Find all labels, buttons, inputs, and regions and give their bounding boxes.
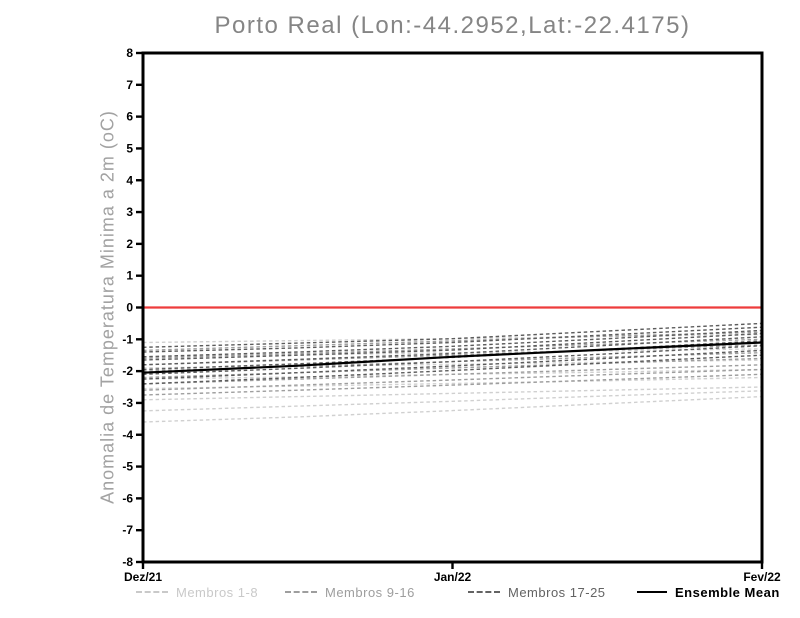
dashed-line-swatch-icon [468, 591, 500, 593]
legend-item-membros-9-16: Membros 9-16 [285, 584, 415, 600]
chart-title: Porto Real (Lon:-44.2952,Lat:-22.4175) [214, 12, 691, 39]
series-ensemble-mean [142, 341, 763, 374]
y-tick-label: 6 [126, 110, 133, 124]
series-membro-17 [142, 322, 763, 348]
legend-item-membros-1-8: Membros 1-8 [136, 584, 258, 600]
y-tick-label: 3 [126, 205, 133, 219]
series-membro-5 [142, 376, 763, 390]
series-membro-23 [142, 345, 763, 375]
series-membro-24 [142, 349, 763, 380]
y-tick-label: -6 [122, 491, 133, 505]
series-membro-6 [142, 386, 763, 401]
series-membro-9 [142, 331, 763, 352]
solid-line-swatch-icon [637, 591, 667, 593]
x-tick-label: Dez/21 [124, 570, 162, 584]
series-membro-7 [142, 390, 763, 412]
series-membro-3 [142, 359, 763, 369]
series-membro-19 [142, 329, 763, 358]
y-tick-label: -5 [122, 460, 133, 474]
y-tick-label: -8 [122, 555, 133, 569]
y-tick-label: -2 [122, 364, 133, 378]
series-membro-25 [142, 354, 763, 385]
legend-label: Membros 9-16 [325, 584, 415, 600]
series-membro-18 [142, 326, 763, 353]
legend-item-membros-17-25: Membros 17-25 [468, 584, 606, 600]
legend: Membros 1-8 Membros 9-16 Membros 17-25 E… [0, 584, 800, 602]
dashed-line-swatch-icon [285, 591, 317, 593]
y-tick-label: 0 [126, 301, 133, 315]
series-membro-8 [142, 395, 763, 423]
y-tick-label: -4 [122, 428, 133, 442]
x-tick-label: Fev/22 [743, 570, 781, 584]
y-tick-label: 7 [126, 78, 133, 92]
y-tick-label: -3 [122, 396, 133, 410]
x-tick-label: Jan/22 [434, 570, 472, 584]
y-tick-label: -7 [122, 523, 133, 537]
series-membro-15 [142, 368, 763, 391]
y-tick-label: 4 [126, 173, 133, 187]
legend-label: Ensemble Mean [675, 584, 780, 600]
legend-item-ensemble-mean: Ensemble Mean [637, 584, 780, 600]
series-membro-20 [142, 332, 763, 361]
series-membro-14 [142, 364, 763, 385]
y-tick-label: -1 [122, 332, 133, 346]
y-tick-label: 2 [126, 237, 133, 251]
y-tick-label: 8 [126, 46, 133, 60]
dashed-line-swatch-icon [136, 591, 168, 593]
legend-label: Membros 1-8 [176, 584, 259, 600]
y-tick-label: 1 [126, 269, 133, 283]
series-membro-21 [142, 336, 763, 366]
series-membro-16 [142, 373, 763, 396]
legend-label: Membros 17-25 [508, 584, 606, 600]
series-membro-10 [142, 338, 763, 360]
y-tick-label: 5 [126, 141, 133, 155]
